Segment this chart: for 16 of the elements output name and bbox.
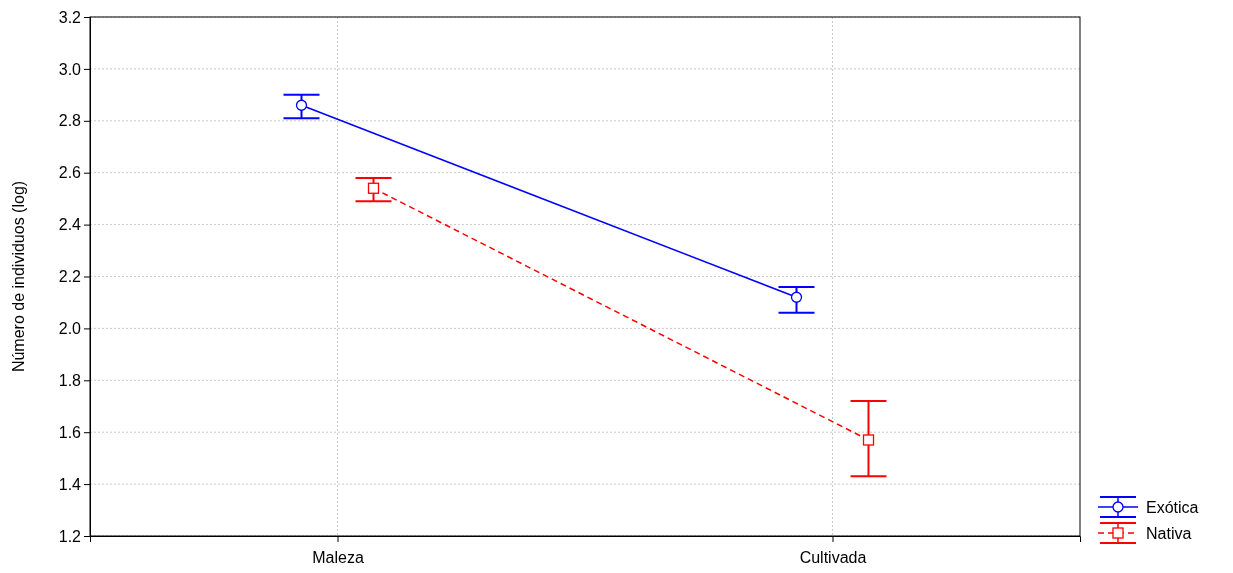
y-tick-label: 1.4 [58, 475, 82, 493]
y-tick-label: 3.0 [58, 60, 82, 78]
y-tick-label: 2.8 [58, 112, 82, 130]
x-tick-label: Cultivada [799, 548, 867, 566]
y-tick-label: 1.8 [58, 371, 82, 389]
y-axis-title: Número de individuos (log) [10, 180, 27, 373]
y-tick-label: 1.6 [58, 423, 82, 441]
y-tick-label: 2.6 [58, 164, 82, 182]
y-tick-label: 2.0 [58, 320, 82, 338]
legend-label: Exótica [1146, 499, 1199, 516]
y-tick-label: 2.2 [58, 268, 82, 286]
x-tick-label: Maleza [312, 548, 364, 566]
y-tick-label: 3.2 [58, 8, 82, 26]
legend-label: Nativa [1146, 525, 1192, 542]
y-tick-label: 2.4 [58, 216, 82, 234]
y-tick-label: 1.2 [58, 527, 82, 545]
